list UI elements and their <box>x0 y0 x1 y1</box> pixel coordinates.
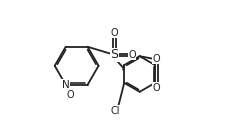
Text: O: O <box>110 28 118 38</box>
Text: Cl: Cl <box>110 106 119 116</box>
Text: O: O <box>152 83 159 93</box>
Text: O: O <box>128 50 135 60</box>
Text: O: O <box>152 54 159 64</box>
Text: O: O <box>66 90 74 99</box>
Text: S: S <box>110 48 118 61</box>
Text: N: N <box>62 80 69 90</box>
